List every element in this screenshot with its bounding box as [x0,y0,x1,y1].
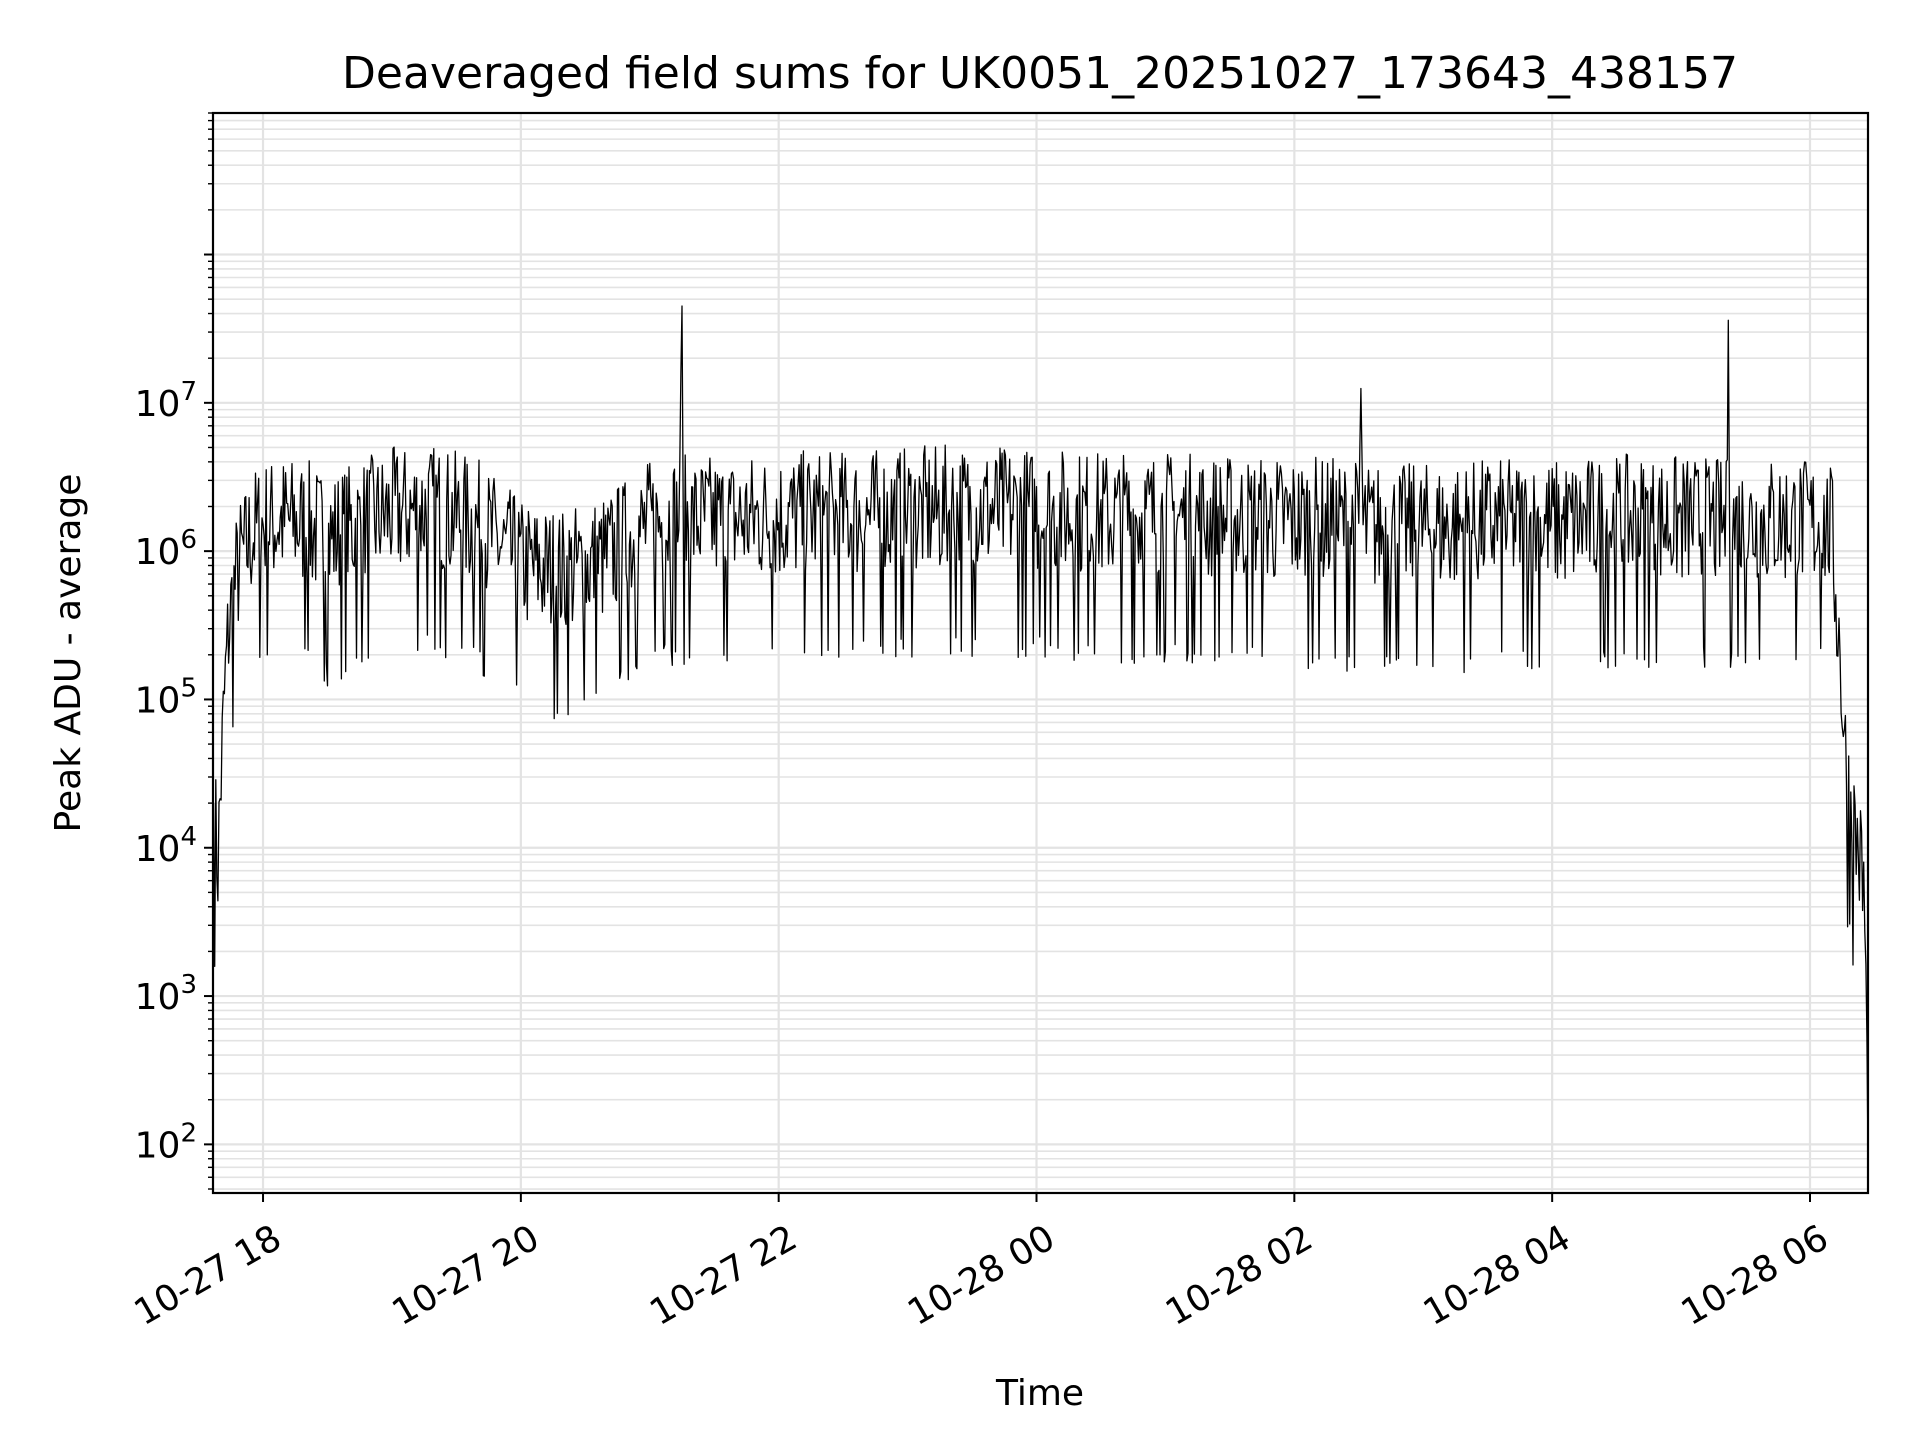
series-layer [212,305,1869,1159]
y-tick-label: 106 [135,525,197,573]
y-tick-label: 107 [135,377,197,425]
chart-title: Deaveraged field sums for UK0051_2025102… [342,48,1738,99]
series-line [212,305,1869,1159]
grid [213,112,1868,1193]
y-tick-label: 104 [135,822,197,870]
y-axis: 102 103 104 105 106 107 [135,112,213,1190]
y-tick-label: 102 [135,1118,197,1166]
plot-area [211,111,1870,1195]
x-axis-label: Time [995,1373,1084,1414]
y-tick-label: 105 [135,673,197,721]
y-axis-label: Peak ADU - average [48,474,89,833]
y-tick-label: 103 [135,970,197,1018]
